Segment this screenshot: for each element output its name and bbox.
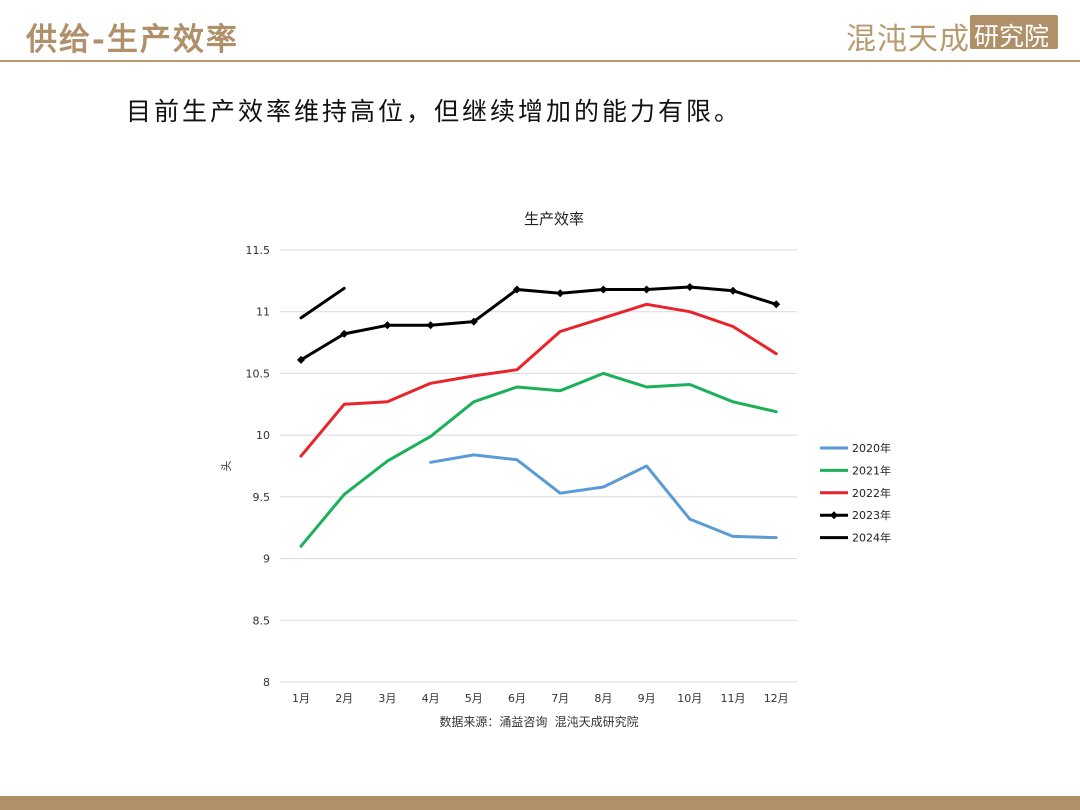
x-tick-label: 3月 — [378, 692, 396, 705]
series-line-0 — [429, 453, 778, 540]
x-tick-label: 8月 — [594, 692, 612, 705]
logo-box: 研究院 — [970, 15, 1058, 49]
slide-title: 供给-生产效率 — [26, 22, 239, 58]
x-tick-label: 4月 — [422, 692, 440, 705]
data-point — [297, 355, 305, 364]
y-axis-label: 头 — [220, 461, 233, 472]
data-point — [340, 329, 349, 338]
data-point — [772, 300, 781, 309]
x-tick-label: 5月 — [465, 692, 483, 705]
x-tick-label: 11月 — [721, 692, 746, 705]
y-tick-label: 8 — [263, 676, 270, 689]
y-tick-label: 11 — [256, 306, 270, 319]
y-tick-label: 9 — [263, 553, 270, 566]
legend-label: 2023年 — [852, 508, 891, 522]
chart-grid — [280, 249, 797, 683]
brand-logo: 混沌天成 研究院 — [846, 12, 1058, 57]
series-line-3 — [299, 285, 778, 362]
footer-bar — [0, 796, 1080, 810]
data-point — [513, 285, 521, 294]
x-tick-label: 1月 — [292, 692, 310, 705]
x-tick-label: 6月 — [508, 692, 526, 705]
data-point — [642, 285, 651, 294]
chart-series — [297, 283, 781, 548]
series-line-2 — [299, 302, 778, 458]
data-point — [426, 321, 435, 330]
data-point — [469, 317, 478, 326]
y-tick-label: 8.5 — [253, 614, 271, 627]
y-tick-label: 9.5 — [253, 491, 271, 504]
legend-label: 2020年 — [852, 441, 891, 455]
y-axis: 8 8.5 9 9.5 10 10.5 11 11.5 — [246, 244, 271, 689]
x-tick-label: 2月 — [335, 692, 353, 705]
x-tick-label: 12月 — [764, 692, 789, 705]
x-axis: 1月 2月 3月 4月 5月 6月 7月 8月 9月 10月 11月 12月 — [292, 692, 789, 705]
data-point — [383, 321, 392, 330]
legend-label: 2022年 — [852, 486, 891, 500]
y-tick-label: 11.5 — [246, 244, 271, 257]
legend-label: 2021年 — [852, 463, 891, 477]
data-point — [729, 286, 737, 295]
y-tick-label: 10.5 — [246, 367, 271, 380]
y-tick-label: 10 — [256, 429, 270, 442]
legend-label: 2024年 — [852, 531, 891, 545]
legend-marker — [830, 511, 838, 520]
header-divider — [0, 60, 1080, 62]
x-tick-label: 7月 — [551, 692, 569, 705]
x-tick-label: 10月 — [677, 692, 702, 705]
series-line-1 — [299, 371, 778, 548]
logo-text: 混沌天成 — [846, 22, 970, 57]
chart-legend: 2020年 2021年 2022年 2023年 2024年 — [820, 441, 891, 545]
series-line-4 — [299, 286, 346, 320]
data-point — [556, 289, 565, 298]
x-tick-label: 9月 — [638, 692, 656, 705]
slide-subtitle: 目前生产效率维持高位，但继续增加的能力有限。 — [126, 97, 743, 126]
data-point — [599, 285, 608, 294]
data-point — [685, 283, 694, 292]
logo-box-text: 研究院 — [974, 22, 1050, 49]
chart-source: 数据来源：涌益咨询 混沌天成研究院 — [439, 714, 638, 729]
chart-title: 生产效率 — [524, 210, 584, 228]
